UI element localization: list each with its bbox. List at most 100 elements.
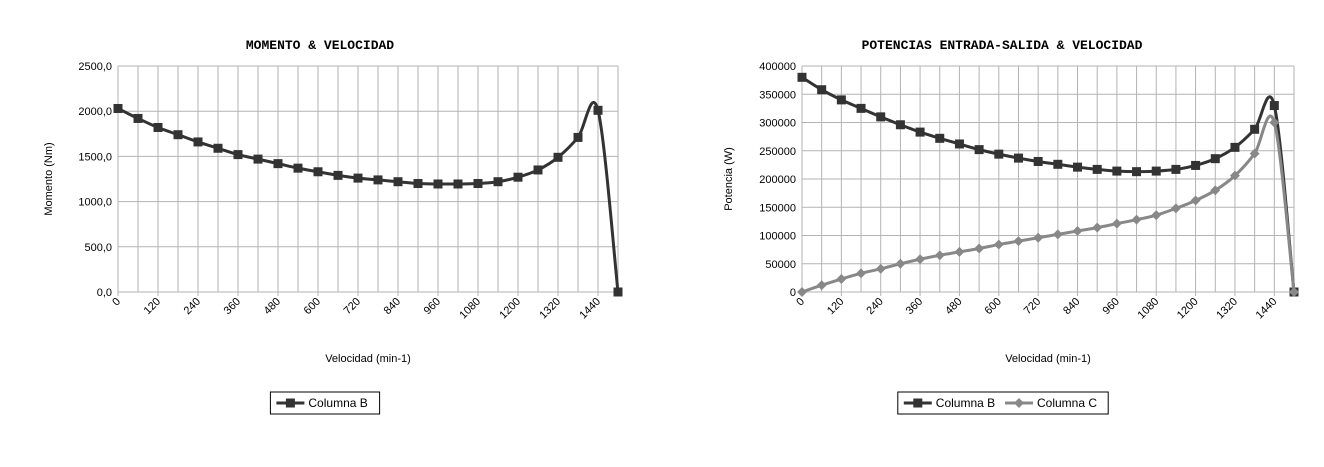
c0-series-0 [113, 100, 623, 297]
c0-series-0-point [313, 167, 323, 177]
c1-series-0-point [1191, 160, 1201, 170]
chart-momento-svg: MOMENTO & VELOCIDAD 0,0 500,0 1000,0 1500,0 2… [43, 38, 623, 415]
c0-legend-marker-0 [285, 398, 295, 408]
c0-series-0-point [113, 103, 123, 113]
c1-xlabel: Velocidad (min-1) [1005, 353, 1091, 365]
c1-series-0-point [836, 95, 846, 105]
c1-series-0-point [1033, 156, 1043, 166]
c0-xtick-label: 960 [422, 296, 443, 317]
c1-xtick-label: 1080 [1136, 296, 1162, 322]
c0-xtick-label: 480 [262, 296, 283, 317]
c0-series-0-point [493, 177, 503, 187]
c1-legend: Columna B Columna C [897, 391, 1109, 415]
c1-xtick-label: 0 [794, 296, 807, 309]
c0-series-0-point [353, 173, 363, 183]
c1-series-0-point [1092, 164, 1102, 174]
c1-series-1-point [974, 243, 985, 254]
c0-xtick-label: 720 [342, 296, 363, 317]
c0-series-0-point [573, 132, 583, 142]
c1-series-0-point [954, 139, 964, 149]
c0-xtick-label: 600 [302, 296, 323, 317]
c1-xtick-label: 960 [1101, 296, 1122, 317]
c1-series-0-point [1171, 164, 1181, 174]
c0-series-0-point [293, 163, 303, 173]
chart-potencias-svg: POTENCIAS ENTRADA-SALIDA & VELOCIDAD 0 500… [723, 38, 1299, 415]
c1-series-1-point [875, 263, 886, 274]
c1-series-0-point [1053, 159, 1063, 169]
c1-ytick-label: 100000 [759, 231, 796, 243]
c0-xtick-label: 1200 [497, 296, 523, 322]
c0-xtick-label: 1440 [577, 296, 603, 322]
c1-ytick-label: 0 [790, 287, 796, 299]
c0-xtick-label: 1320 [537, 296, 563, 322]
c1-series-1-point [915, 254, 926, 265]
c1-series-1-point [993, 239, 1004, 250]
c1-xtick-label: 240 [864, 296, 885, 317]
c0-ylabel: Momento (Nm) [43, 142, 55, 215]
c0-series-0-point [213, 143, 223, 153]
c1-series-0-point [994, 149, 1004, 159]
c1-xtick-label: 600 [982, 296, 1003, 317]
c0-series-0-point [153, 122, 163, 132]
c1-series-0-point [876, 112, 886, 122]
c1-legend-label-1: Columna C [1037, 396, 1097, 410]
c1-xtick-label: 720 [1022, 296, 1043, 317]
c0-series-0-point [233, 150, 243, 160]
c1-series-0-point [1269, 101, 1279, 111]
c1-series-0-point [1112, 166, 1122, 176]
c1-ytick-label: 300000 [759, 118, 796, 130]
c1-series-1-point [1033, 232, 1044, 243]
c0-series-0-point [613, 287, 623, 297]
c0-series-0-line [117, 100, 620, 293]
c0-series-0-point [453, 179, 463, 189]
c1-series-1-point [1151, 210, 1162, 221]
c0-legend: Columna B [269, 391, 381, 415]
c0-series-0-point [173, 130, 183, 140]
c1-series-1-point [1111, 218, 1122, 229]
c0-ytick-label: 2000,0 [78, 106, 112, 118]
c1-xtick-label: 120 [825, 296, 846, 317]
c1-xtick-label: 360 [904, 296, 925, 317]
c0-xtick-label: 360 [222, 296, 243, 317]
c1-series-1-point [797, 287, 807, 297]
c1-series-1-point [1072, 226, 1083, 236]
c0-series-0-point [373, 175, 383, 185]
c1-series-1-point [1289, 287, 1299, 297]
c1-ytick-label: 250000 [759, 146, 796, 158]
c1-ytick-label: 150000 [759, 202, 796, 214]
c0-series-0-point [593, 105, 603, 115]
c0-series-0-point [133, 113, 143, 123]
c1-series-0-point [895, 120, 905, 130]
c1-series-1-point [934, 250, 945, 261]
c1-series-1-point [1092, 222, 1103, 233]
c1-series-1-point [1013, 236, 1024, 247]
c1-series-0-point [1230, 142, 1240, 152]
c0-series-0-point [253, 154, 263, 164]
c1-series-0-point [817, 85, 827, 95]
c1-series-0-point [797, 72, 807, 82]
c1-ytick-label: 50000 [765, 259, 796, 271]
c1-series-0-point [974, 145, 984, 155]
c1-series-1-point [954, 246, 965, 257]
c0-ytick-label: 500,0 [84, 242, 112, 254]
c1-ytick-label: 400000 [759, 61, 796, 73]
c0-xtick-label: 0 [110, 296, 123, 309]
c1-legend-marker-1 [1014, 398, 1024, 408]
c0-series-0-point [553, 152, 563, 162]
c1-xtick-label: 1320 [1214, 296, 1240, 322]
c1-series-1-point [1052, 229, 1063, 240]
c0-series-0-point [433, 179, 443, 189]
c0-xtick-label: 1080 [457, 296, 483, 322]
c1-series-0 [797, 72, 1299, 297]
c0-series-0-point [473, 179, 483, 189]
c0-series-0-point [193, 137, 203, 147]
c1-series-1-point [856, 268, 866, 279]
c0-legend-label-0: Columna B [308, 396, 367, 410]
c0-xtick-label: 840 [382, 296, 403, 317]
c0-ytick-label: 2500,0 [78, 61, 112, 73]
c0-series-0-point [393, 177, 403, 187]
chart-momento: MOMENTO & VELOCIDAD 0,0 500,0 1000,0 1500,0 2… [0, 0, 662, 462]
c1-series-1-point [1249, 148, 1260, 159]
c0-title: MOMENTO & VELOCIDAD [246, 38, 394, 53]
c1-series-0-point [1132, 167, 1142, 177]
